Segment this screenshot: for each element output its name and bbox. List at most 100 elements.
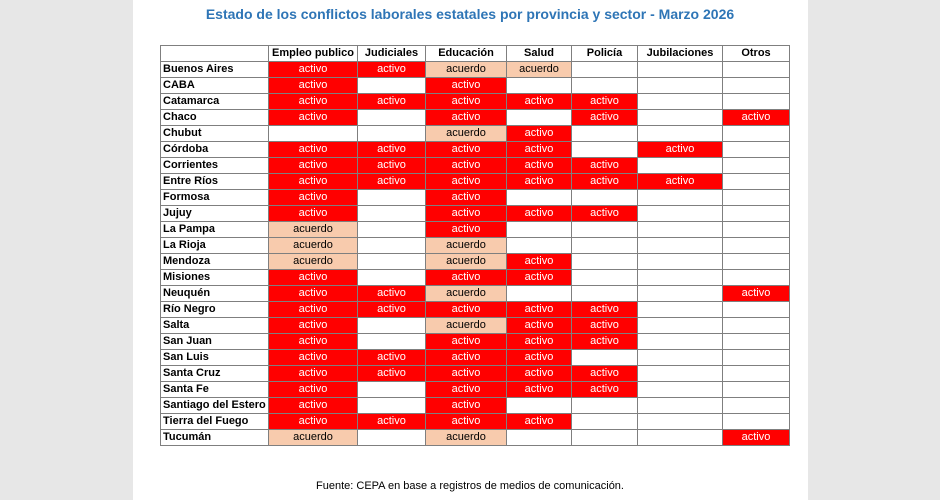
status-cell: activo — [268, 365, 358, 382]
status-cell: activo — [357, 349, 426, 366]
status-cell: activo — [722, 109, 790, 126]
province-name: Santa Cruz — [160, 365, 269, 382]
status-cell: activo — [722, 429, 790, 446]
column-header: Jubilaciones — [637, 45, 723, 62]
empty-cell — [637, 381, 723, 398]
province-name: Neuquén — [160, 285, 269, 302]
status-cell: activo — [268, 301, 358, 318]
status-cell: activo — [357, 285, 426, 302]
status-cell: activo — [506, 381, 572, 398]
province-name: Formosa — [160, 189, 269, 206]
title: Estado de los conflictos laborales estat… — [205, 6, 735, 22]
status-cell: activo — [637, 141, 723, 158]
status-cell: acuerdo — [268, 429, 358, 446]
status-cell: activo — [425, 77, 507, 94]
status-cell: acuerdo — [425, 125, 507, 142]
status-cell: activo — [268, 413, 358, 430]
status-cell: activo — [425, 189, 507, 206]
empty-cell — [637, 77, 723, 94]
table-row: Santa Fe activo activo activo activo — [160, 381, 790, 398]
status-cell: activo — [268, 333, 358, 350]
empty-cell — [722, 381, 790, 398]
table-row: Tierra del Fuego activo activo activo activo — [160, 413, 790, 430]
status-cell: activo — [571, 109, 638, 126]
status-cell: activo — [425, 205, 507, 222]
empty-cell — [637, 221, 723, 238]
empty-cell — [571, 285, 638, 302]
province-name: Entre Ríos — [160, 173, 269, 190]
status-cell: activo — [268, 93, 358, 110]
empty-cell — [268, 125, 358, 142]
status-cell: activo — [357, 413, 426, 430]
empty-cell — [357, 221, 426, 238]
status-cell: acuerdo — [268, 221, 358, 238]
empty-cell — [571, 237, 638, 254]
status-cell: activo — [425, 333, 507, 350]
table-row: Catamarca activo activo activo activo activo — [160, 93, 790, 110]
empty-cell — [637, 349, 723, 366]
status-cell: activo — [506, 253, 572, 270]
status-cell: activo — [571, 365, 638, 382]
column-header: Salud — [506, 45, 572, 62]
empty-cell — [506, 109, 572, 126]
table-row: Entre Ríos activo activo activo activo activo… — [160, 173, 790, 190]
status-cell: activo — [506, 365, 572, 382]
empty-cell — [357, 253, 426, 270]
empty-cell — [637, 269, 723, 286]
status-cell: activo — [268, 109, 358, 126]
status-cell: activo — [425, 381, 507, 398]
empty-cell — [357, 109, 426, 126]
empty-cell — [722, 141, 790, 158]
empty-cell — [722, 125, 790, 142]
status-cell: acuerdo — [425, 317, 507, 334]
table-row: La Rioja acuerdo acuerdo — [160, 237, 790, 254]
empty-cell — [722, 317, 790, 334]
status-cell: activo — [268, 77, 358, 94]
status-cell: activo — [425, 109, 507, 126]
table-row: Formosa activo activo — [160, 189, 790, 206]
status-cell: activo — [506, 333, 572, 350]
province-name: Santa Fe — [160, 381, 269, 398]
empty-cell — [637, 301, 723, 318]
status-cell: acuerdo — [425, 285, 507, 302]
status-cell: activo — [506, 301, 572, 318]
status-cell: activo — [425, 301, 507, 318]
table-row: Santiago del Estero activo activo — [160, 397, 790, 414]
empty-cell — [571, 189, 638, 206]
status-cell: activo — [425, 269, 507, 286]
empty-cell — [637, 413, 723, 430]
table-row: San Luis activo activo activo activo — [160, 349, 790, 366]
empty-cell — [722, 365, 790, 382]
status-cell: activo — [357, 93, 426, 110]
status-cell: activo — [425, 397, 507, 414]
empty-cell — [637, 205, 723, 222]
table-row: San Juan activo activo activo activo — [160, 333, 790, 350]
empty-cell — [637, 429, 723, 446]
column-header: Empleo publico — [268, 45, 358, 62]
empty-cell — [357, 381, 426, 398]
status-cell: acuerdo — [506, 61, 572, 78]
empty-cell — [637, 237, 723, 254]
empty-cell — [571, 221, 638, 238]
table-row: Buenos Aires activo activo acuerdo acuerdo — [160, 61, 790, 78]
empty-cell — [571, 429, 638, 446]
province-name: San Juan — [160, 333, 269, 350]
table-row: Corrientes activo activo activo activo activo — [160, 157, 790, 174]
empty-cell — [506, 221, 572, 238]
empty-cell — [722, 173, 790, 190]
table-row: Chaco activo activo activo activo — [160, 109, 790, 126]
status-cell: activo — [425, 221, 507, 238]
province-name: CABA — [160, 77, 269, 94]
empty-cell — [506, 429, 572, 446]
corner-cell — [160, 45, 269, 62]
province-name: Jujuy — [160, 205, 269, 222]
table-row: Tucumán acuerdo acuerdo activo — [160, 429, 790, 446]
status-cell: acuerdo — [425, 253, 507, 270]
status-cell: activo — [268, 61, 358, 78]
province-name: Tierra del Fuego — [160, 413, 269, 430]
empty-cell — [637, 189, 723, 206]
empty-cell — [571, 125, 638, 142]
status-cell: activo — [506, 413, 572, 430]
status-cell: activo — [571, 301, 638, 318]
